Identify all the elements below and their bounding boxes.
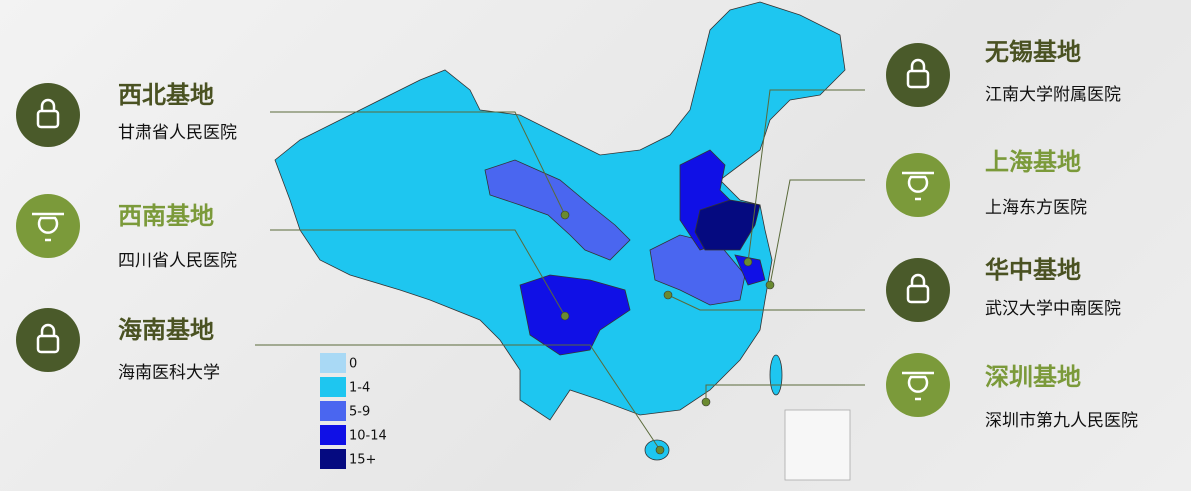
china-map — [274, 1, 851, 481]
base-title: 上海基地 — [985, 148, 1081, 176]
base-hospital: 武汉大学中南医院 — [985, 299, 1121, 319]
base-title: 华中基地 — [985, 256, 1081, 284]
base-hospital: 江南大学附属医院 — [985, 85, 1121, 105]
legend-swatch — [320, 353, 346, 373]
legend-label: 5-9 — [349, 405, 370, 420]
base-hospital: 深圳市第九人民医院 — [985, 411, 1138, 431]
legend-swatch — [320, 401, 346, 421]
legend-swatch — [320, 449, 346, 469]
base-title: 西南基地 — [118, 202, 214, 230]
base-hospital: 上海东方医院 — [985, 198, 1087, 218]
base-title: 西北基地 — [118, 81, 214, 109]
legend-label: 15+ — [349, 453, 376, 468]
base-title: 深圳基地 — [985, 363, 1081, 391]
icons — [16, 43, 950, 417]
base-title: 海南基地 — [118, 316, 214, 344]
legend-label: 10-14 — [349, 429, 387, 444]
legend-swatch — [320, 425, 346, 445]
base-hospital: 海南医科大学 — [118, 363, 220, 383]
legend-label: 0 — [349, 357, 357, 372]
leader-lines — [255, 89, 865, 451]
base-title: 无锡基地 — [985, 38, 1081, 66]
map-dots — [560, 210, 775, 455]
legend-label: 1-4 — [349, 381, 370, 396]
base-hospital: 甘肃省人民医院 — [118, 123, 237, 143]
legend-swatch — [320, 377, 346, 397]
legend: 0 1-4 5-9 10-14 15+ — [320, 353, 387, 469]
base-hospital: 四川省人民医院 — [118, 251, 237, 271]
